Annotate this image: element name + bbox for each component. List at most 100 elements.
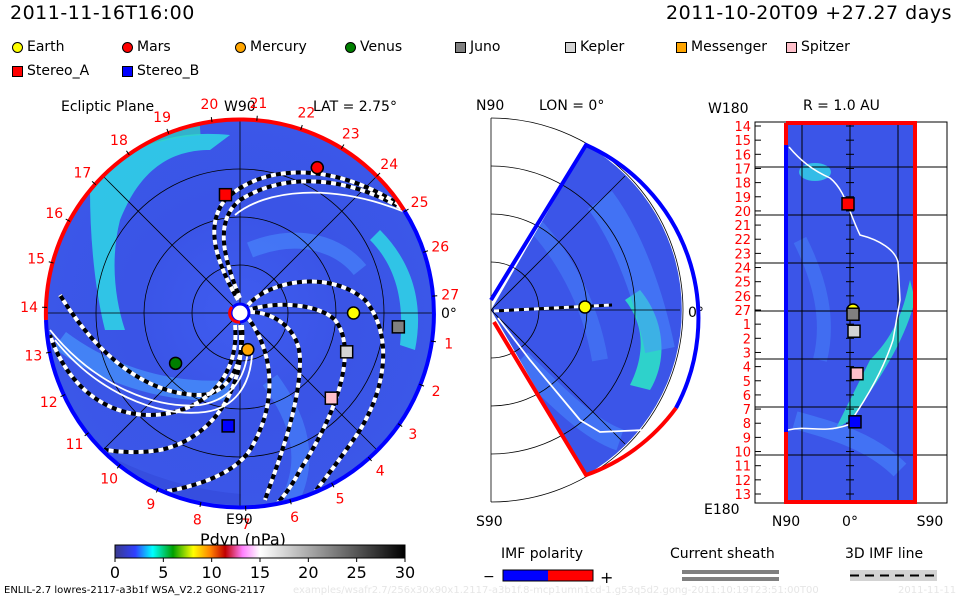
legend-label: Messenger (691, 39, 768, 55)
planet-marker-icon (12, 41, 23, 53)
carrington-tick (376, 172, 381, 177)
marker-spitzer (850, 366, 864, 381)
colorbar-ticks: 0 5 10 15 20 25 30 (110, 558, 415, 582)
colorbar-tick-label: 25 (346, 563, 366, 582)
radius-y-tick-label: 1 (743, 318, 751, 333)
marker-kepler (339, 345, 354, 359)
imf-polarity-key: IMF polarity − + (483, 546, 613, 587)
radius-y-tick-label: 13 (734, 488, 751, 503)
radius-y-tick-label: 6 (743, 389, 751, 404)
radius-y-tick-label: 5 (743, 375, 751, 390)
radius-y-tick-label: 23 (734, 247, 751, 262)
carrington-label: 23 (342, 126, 360, 142)
carrington-tick (367, 456, 373, 462)
ecliptic-bottom-label: E90 (226, 512, 253, 528)
spacecraft-marker-icon (565, 41, 576, 53)
pdyn-colorbar: Pdyn (nPa) 0 5 10 15 20 25 30 (110, 530, 415, 582)
carrington-tick (91, 180, 97, 186)
meridional-imf-line (493, 303, 613, 313)
radius-x-tick-label: 0° (842, 514, 858, 530)
colorbar-tick-label: 30 (395, 563, 415, 582)
ecliptic-title: Ecliptic Plane (61, 99, 154, 115)
spacecraft-marker-icon (122, 65, 133, 77)
radius-y-tick-label: 24 (734, 262, 751, 277)
meridional-current-sheet (497, 317, 646, 433)
carrington-tick (166, 128, 170, 134)
legend-item-kepler: Kepler (565, 39, 624, 55)
radius-y-tick-label: 19 (734, 191, 751, 206)
marker-juno (391, 320, 406, 334)
carrington-label: 1 (444, 337, 453, 353)
simulation-time-title: 2011-11-16T16:00 (10, 2, 195, 24)
imf-swatch-border (502, 569, 594, 582)
radius-y-tick-label: 9 (743, 431, 751, 446)
model-info: ENLIL-2.7 lowres-2117-a3b1f WSA_V2.2 GON… (4, 585, 266, 596)
carrington-tick (340, 144, 345, 149)
marker-spitzer (324, 391, 339, 405)
carrington-label: 16 (45, 206, 63, 222)
colorbar-tick-label: 15 (250, 563, 270, 582)
radius-x-ticks: N90 0° S90 (772, 514, 944, 530)
carrington-label: 17 (73, 166, 91, 182)
radius-y-tick-label: 16 (734, 148, 751, 163)
carrington-tick (300, 124, 303, 130)
carrington-tick (126, 150, 130, 156)
legend-label: Mercury (250, 39, 307, 55)
meridional-title: LON = 0° (539, 98, 604, 114)
carrington-tick (404, 208, 409, 213)
polarity-ring-positive (43, 117, 406, 321)
carrington-tick (419, 383, 425, 387)
radius-y-tick-label: 10 (734, 446, 751, 461)
legend-item-stereo_a: Stereo_A (12, 63, 89, 79)
carrington-tick (199, 501, 202, 508)
marker-mars (310, 160, 325, 175)
ecliptic-plane-plot: Ecliptic Plane LAT = 2.75° W90 (20, 96, 459, 533)
legend-label: Earth (27, 39, 65, 55)
radius-y-tick-label: 7 (743, 403, 751, 418)
marker-juno (846, 307, 860, 321)
radius-x-tick-label: S90 (917, 514, 944, 530)
carrington-label: 11 (66, 437, 84, 453)
colorbar-tick-label: 5 (158, 563, 168, 582)
radius-y-tick-label: 11 (734, 460, 751, 475)
radius-y-tick-label: 20 (734, 205, 751, 220)
legend-label: Kepler (580, 39, 625, 55)
carrington-tick (48, 261, 54, 264)
footer-date: 2011-11-11 (898, 585, 957, 596)
marker-stereo_b (221, 419, 235, 433)
legend-item-stereo_b: Stereo_B (122, 63, 199, 79)
legend-label: Juno (470, 39, 501, 55)
marker-stereo_a (218, 187, 233, 202)
legend-item-juno: Juno (455, 39, 500, 55)
ecliptic-lat-label: LAT = 2.75° (313, 99, 397, 115)
radius-y-tick-label: 2 (743, 332, 751, 347)
run-path: examples/wsafr2.7/256x30x90x1.2117-a3b1f… (293, 585, 819, 596)
carrington-tick (155, 487, 159, 493)
carrington-tick (65, 218, 71, 222)
meridional-boundary-negative (489, 142, 701, 409)
marker-stereo_a (841, 197, 855, 211)
radius-y-tick-label: 25 (734, 276, 751, 291)
planet-marker-icon (345, 41, 356, 53)
radius-objects (841, 197, 864, 429)
marker-earth (346, 306, 361, 320)
carrington-label: 12 (40, 395, 58, 411)
colorbar-label: Pdyn (nPa) (200, 530, 286, 549)
radius-y-tick-label: 18 (734, 177, 751, 192)
carrington-label: 6 (290, 510, 299, 526)
run-start-title: 2011-10-20T09 +27.27 days (666, 2, 952, 24)
planet-marker-icon (122, 41, 133, 53)
carrington-label: 7 (242, 517, 251, 533)
carrington-label: 20 (201, 97, 219, 113)
carrington-label: 13 (24, 349, 42, 365)
carrington-label: 25 (411, 195, 429, 211)
imf-polarity-label: IMF polarity (501, 546, 583, 562)
carrington-label: 9 (146, 497, 155, 513)
marker-earth (578, 300, 592, 314)
carrington-label: 18 (110, 133, 128, 149)
radius-current-sheet (787, 146, 901, 431)
carrington-label: 26 (431, 240, 449, 256)
